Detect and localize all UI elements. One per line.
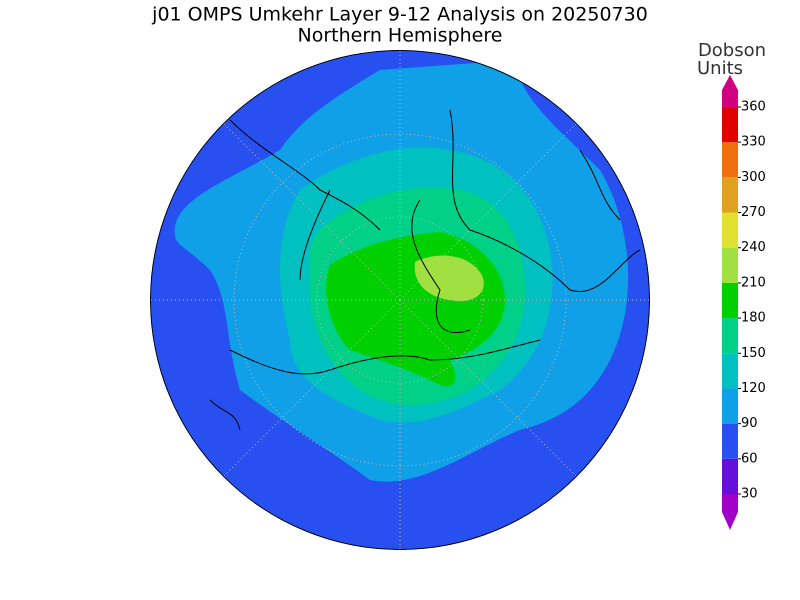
colorbar-label: Dobson: [698, 40, 766, 61]
colorbar-extension: [722, 494, 738, 530]
colorbar-segment: [722, 107, 738, 143]
map: [150, 50, 650, 550]
colorbar-label: Units: [697, 58, 743, 79]
subtitle: Northern Hemisphere: [298, 25, 503, 47]
colorbar-tick-label: 30: [741, 487, 758, 502]
colorbar-segment: [722, 423, 738, 459]
colorbar-extension: [722, 75, 738, 107]
colorbar-segment: [722, 142, 738, 178]
colorbar-segment: [722, 388, 738, 424]
latitude-circle: [233, 133, 567, 467]
coastline: [209, 109, 641, 431]
colorbar-tick-label: 150: [741, 346, 766, 361]
colorbar-segment: [722, 318, 738, 354]
meridian: [150, 50, 650, 550]
colorbar-segment: [722, 212, 738, 248]
colorbar-tick-label: 120: [741, 381, 766, 396]
colorbar-tick-label: 90: [741, 416, 758, 431]
colorbar: 30 60 90 120 150 180 210 240 270 300 330 360: [722, 75, 766, 530]
colorbar-tick-label: 360: [741, 100, 766, 115]
colorbar-tick-label: 240: [741, 240, 766, 255]
colorbar-segment: [722, 282, 738, 319]
colorbar-tick-label: 300: [741, 170, 766, 185]
latitude-circle: [316, 216, 484, 384]
colorbar-segment: [722, 177, 738, 213]
colorbar-tick-label: 270: [741, 205, 766, 220]
title: j01 OMPS Umkehr Layer 9-12 Analysis on 2…: [151, 4, 648, 26]
colorbar-tick-label: 330: [741, 135, 766, 150]
colorbar-segment: [722, 353, 738, 389]
ozone-region: [414, 255, 484, 302]
colorbar-tick-label: 210: [741, 275, 766, 290]
colorbar-tick-label: 60: [741, 451, 758, 466]
colorbar-segment: [722, 247, 738, 283]
colorbar-tick-label: 180: [741, 311, 766, 326]
colorbar-segment: [722, 458, 738, 494]
map-border: [150, 50, 650, 550]
